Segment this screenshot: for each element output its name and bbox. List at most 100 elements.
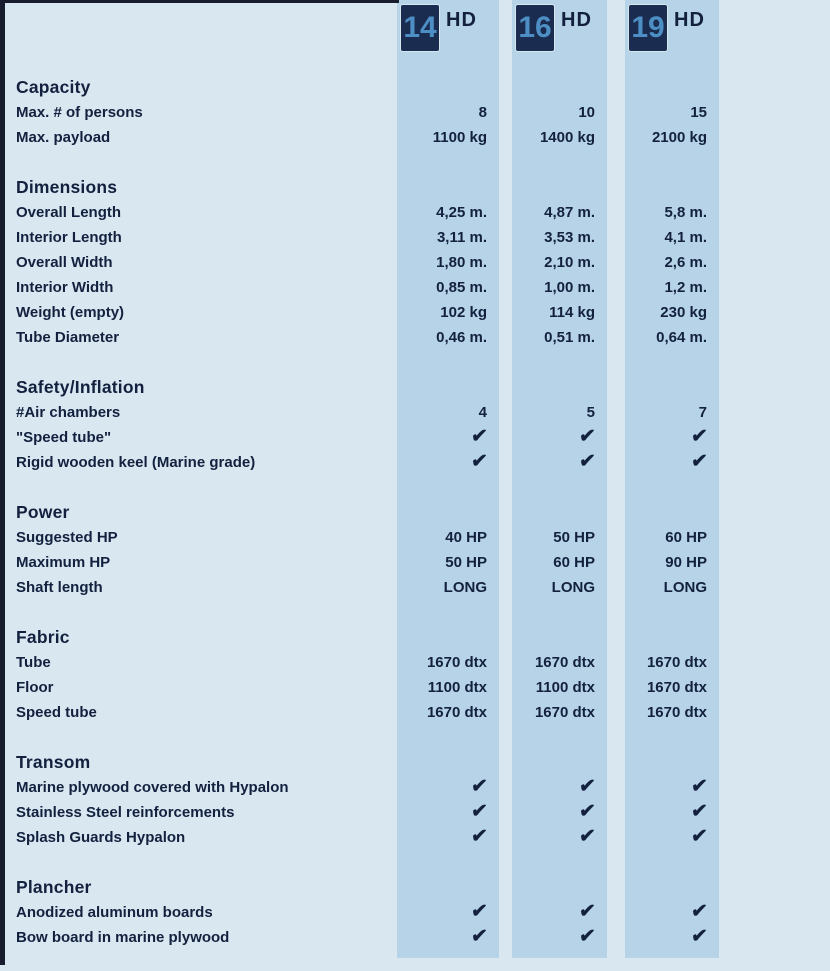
spec-row: Bow board in marine plywood ✔ ✔ ✔ — [0, 925, 830, 950]
spec-row: Tube 1670 dtx 1670 dtx 1670 dtx — [0, 650, 830, 675]
model-suffix-label: HD — [674, 9, 705, 31]
spec-row: #Air chambers 4 5 7 — [0, 400, 830, 425]
check-icon: ✔ — [690, 801, 709, 822]
check-icon: ✔ — [578, 451, 597, 472]
spec-row-label: Interior Width — [16, 279, 114, 296]
section-capacity: Capacity Max. # of persons 8 10 15 Max. paylo… — [0, 74, 830, 150]
spec-row: Maximum HP 50 HP 60 HP 90 HP — [0, 550, 830, 575]
model-suffix-label: HD — [561, 9, 592, 31]
spec-value: 90 HP — [665, 554, 707, 571]
section-title: Plancher — [16, 877, 92, 897]
check-icon: ✔ — [470, 801, 489, 822]
check-icon: ✔ — [690, 451, 709, 472]
table-border-top — [0, 0, 399, 3]
spec-value: 5,8 m. — [664, 204, 707, 221]
spec-value: 2100 kg — [651, 129, 707, 146]
spec-value: 1670 dtx — [646, 704, 707, 721]
spec-value: 1100 dtx — [535, 679, 595, 696]
spec-value: 0,46 m. — [436, 329, 487, 346]
spec-value: 102 kg — [440, 304, 487, 321]
column-header-19hd: 19 HD — [625, 0, 719, 60]
check-icon: ✔ — [690, 926, 709, 947]
spec-value: 4,1 m. — [664, 229, 707, 246]
section-plancher: Plancher Anodized aluminum boards ✔ ✔ ✔ Bow b… — [0, 874, 830, 950]
spec-value: 1670 dtx — [426, 654, 487, 671]
spec-row: Shaft length LONG LONG LONG — [0, 575, 830, 600]
spec-value: 1,00 m. — [544, 279, 595, 296]
spec-value: 40 HP — [445, 529, 487, 546]
spec-row: Rigid wooden keel (Marine grade) ✔ ✔ ✔ — [0, 450, 830, 475]
spec-row: Tube Diameter 0,46 m. 0,51 m. 0,64 m. — [0, 325, 830, 350]
spec-value: 1400 kg — [539, 129, 595, 146]
check-icon: ✔ — [690, 776, 709, 797]
spec-row-label: #Air chambers — [16, 404, 121, 421]
spec-value: 60 HP — [665, 529, 707, 546]
check-icon: ✔ — [578, 801, 597, 822]
spec-row-label: Anodized aluminum boards — [16, 904, 213, 921]
spec-row-label: Tube — [16, 654, 51, 671]
spec-value: LONG — [551, 579, 595, 596]
spec-row-label: Shaft length — [16, 579, 103, 596]
spec-row: Max. payload 1100 kg 1400 kg 2100 kg — [0, 125, 830, 150]
spec-row-label: Rigid wooden keel (Marine grade) — [16, 454, 256, 471]
spec-value: 0,85 m. — [436, 279, 487, 296]
spec-value: LONG — [663, 579, 707, 596]
column-band-19hd — [625, 0, 719, 958]
spec-value: 3,53 m. — [544, 229, 595, 246]
spec-row-label: "Speed tube" — [16, 429, 112, 446]
spec-value: 7 — [698, 404, 707, 421]
section-title: Fabric — [16, 627, 70, 647]
model-number-badge: 14 — [401, 5, 439, 51]
spec-value: 1670 dtx — [646, 654, 707, 671]
spec-row: Interior Length 3,11 m. 3,53 m. 4,1 m. — [0, 225, 830, 250]
spec-row: Marine plywood covered with Hypalon ✔ ✔ ✔ — [0, 775, 830, 800]
model-suffix-label: HD — [446, 9, 477, 31]
spec-value: 2,6 m. — [664, 254, 707, 271]
spec-value: 4 — [478, 404, 487, 421]
section-transom: Transom Marine plywood covered with Hypal… — [0, 749, 830, 850]
spec-value: 1,2 m. — [664, 279, 707, 296]
section-title: Transom — [16, 752, 91, 772]
spec-row-label: Stainless Steel reinforcements — [16, 804, 235, 821]
section-title: Capacity — [16, 77, 91, 97]
section-fabric: Fabric Tube 1670 dtx 1670 dtx 1670 dtx Floor 1… — [0, 624, 830, 725]
spec-table: 14 HD 16 HD 19 HD Capacity Max. # of persons 8 1… — [0, 0, 830, 950]
spec-row-label: Max. payload — [16, 129, 111, 146]
column-headers: 14 HD 16 HD 19 HD — [0, 0, 830, 60]
check-icon: ✔ — [578, 426, 597, 447]
check-icon: ✔ — [470, 901, 489, 922]
spec-value: 10 — [578, 104, 595, 121]
section-title: Safety/Inflation — [16, 377, 145, 397]
check-icon: ✔ — [470, 826, 489, 847]
spec-value: 1670 dtx — [534, 654, 595, 671]
spec-row: "Speed tube" ✔ ✔ ✔ — [0, 425, 830, 450]
section-power: Power Suggested HP 40 HP 50 HP 60 HP Maximum … — [0, 499, 830, 600]
section-safety-inflation: Safety/Inflation #Air chambers 4 5 7 "Speed t… — [0, 374, 830, 475]
spec-row-label: Maximum HP — [16, 554, 111, 571]
spec-value: 1100 kg — [432, 129, 487, 146]
spec-value: 1,80 m. — [436, 254, 487, 271]
check-icon: ✔ — [578, 776, 597, 797]
spec-row-label: Max. # of persons — [16, 104, 143, 121]
check-icon: ✔ — [690, 426, 709, 447]
spec-value: 1100 dtx — [427, 679, 487, 696]
spec-row-label: Splash Guards Hypalon — [16, 829, 186, 846]
spec-value: 4,87 m. — [544, 204, 595, 221]
section-title: Dimensions — [16, 177, 118, 197]
spec-value: 1670 dtx — [646, 679, 707, 696]
spec-row: Max. # of persons 8 10 15 — [0, 100, 830, 125]
spec-row: Anodized aluminum boards ✔ ✔ ✔ — [0, 900, 830, 925]
spec-value: 114 kg — [549, 304, 595, 321]
spec-row: Overall Length 4,25 m. 4,87 m. 5,8 m. — [0, 200, 830, 225]
spec-value: 50 HP — [445, 554, 487, 571]
spec-row-label: Overall Width — [16, 254, 113, 271]
spec-value: 0,51 m. — [544, 329, 595, 346]
check-icon: ✔ — [690, 826, 709, 847]
check-icon: ✔ — [470, 451, 489, 472]
spec-row-label: Overall Length — [16, 204, 122, 221]
spec-row: Overall Width 1,80 m. 2,10 m. 2,6 m. — [0, 250, 830, 275]
spec-value: 0,64 m. — [656, 329, 707, 346]
spec-row-label: Marine plywood covered with Hypalon — [16, 779, 289, 796]
spec-row-label: Suggested HP — [16, 529, 118, 546]
check-icon: ✔ — [690, 901, 709, 922]
